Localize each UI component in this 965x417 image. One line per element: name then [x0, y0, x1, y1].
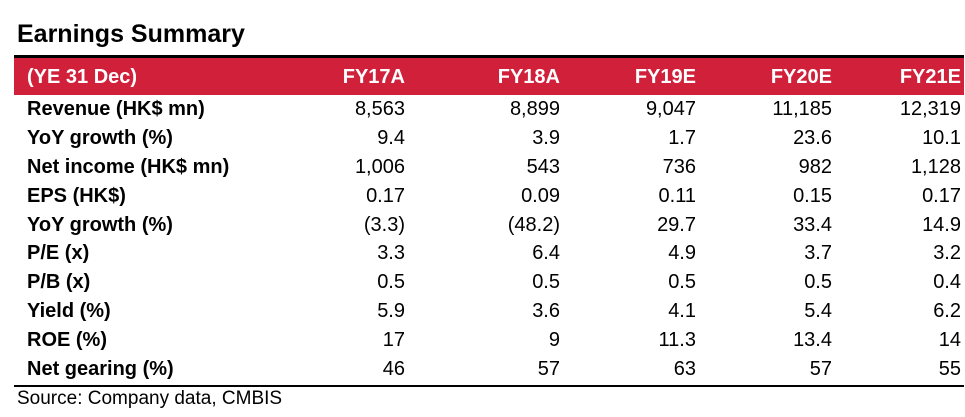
table-cell: 736 — [662, 155, 696, 178]
table-cell: 0.5 — [377, 271, 405, 294]
table-cell: (48.2) — [507, 213, 560, 236]
row-label: Yield (%) — [27, 299, 111, 322]
table-row: ROE (%) 17 9 11.3 13.4 14 — [14, 325, 964, 354]
table-cell: 5.4 — [804, 299, 832, 322]
column-header-fy17a: FY17A — [342, 65, 405, 88]
table-row: Net gearing (%) 46 57 63 57 55 — [14, 354, 964, 383]
column-header-fy21e: FY21E — [899, 65, 961, 88]
table-row: YoY growth (%) (3.3) (48.2) 29.7 33.4 14… — [14, 210, 964, 239]
column-header-fy18a: FY18A — [497, 65, 560, 88]
title-divider — [14, 55, 964, 58]
table-cell: 3.2 — [933, 242, 961, 265]
table-cell: 1,128 — [910, 155, 961, 178]
row-label: Net income (HK$ mn) — [27, 155, 230, 178]
table-cell: 10.1 — [922, 127, 961, 150]
table-cell: 3.9 — [532, 127, 560, 150]
table-header-row: (YE 31 Dec) FY17A FY18A FY19E FY20E FY21… — [14, 58, 964, 95]
table-cell: 14.9 — [922, 213, 961, 236]
table-cell: 1.7 — [668, 127, 696, 150]
earnings-summary-table: (YE 31 Dec) FY17A FY18A FY19E FY20E FY21… — [14, 58, 964, 383]
table-row: P/E (x) 3.3 6.4 4.9 3.7 3.2 — [14, 239, 964, 268]
table-cell: 5.9 — [377, 299, 405, 322]
source-note: Source: Company data, CMBIS — [17, 388, 283, 409]
table-cell: 0.17 — [366, 184, 405, 207]
table-row: Revenue (HK$ mn) 8,563 8,899 9,047 11,18… — [14, 95, 964, 124]
table-row: P/B (x) 0.5 0.5 0.5 0.5 0.4 — [14, 268, 964, 297]
row-label: EPS (HK$) — [27, 184, 126, 207]
table-title: Earnings Summary — [17, 20, 245, 48]
table-cell: 6.4 — [532, 242, 560, 265]
table-bottom-divider — [14, 385, 964, 387]
table-cell: 14 — [938, 328, 961, 351]
table-cell: 8,563 — [354, 98, 405, 121]
table-cell: 8,899 — [509, 98, 560, 121]
header-label: (YE 31 Dec) — [27, 65, 138, 88]
table-cell: 57 — [537, 357, 560, 380]
table-cell: 6.2 — [933, 299, 961, 322]
table-cell: 9.4 — [377, 127, 405, 150]
row-label: P/B (x) — [27, 271, 91, 294]
table-cell: 3.6 — [532, 299, 560, 322]
row-label: P/E (x) — [27, 242, 90, 265]
table-cell: 0.4 — [933, 271, 961, 294]
column-header-fy20e: FY20E — [770, 65, 832, 88]
table-row: YoY growth (%) 9.4 3.9 1.7 23.6 10.1 — [14, 124, 964, 153]
table-cell: 29.7 — [657, 213, 696, 236]
column-header-fy19e: FY19E — [634, 65, 696, 88]
table-cell: 0.5 — [532, 271, 560, 294]
table-cell: 982 — [798, 155, 832, 178]
table-cell: 0.15 — [793, 184, 832, 207]
row-label: Revenue (HK$ mn) — [27, 98, 205, 121]
table-row: Yield (%) 5.9 3.6 4.1 5.4 6.2 — [14, 297, 964, 326]
table-cell: 0.09 — [521, 184, 560, 207]
table-cell: 0.5 — [804, 271, 832, 294]
row-label: Net gearing (%) — [27, 357, 174, 380]
table-cell: 11,185 — [772, 98, 832, 121]
table-cell: 9,047 — [645, 98, 696, 121]
table-cell: 0.11 — [658, 184, 696, 207]
table-cell: 4.1 — [668, 299, 696, 322]
table-cell: 3.7 — [804, 242, 832, 265]
row-label: YoY growth (%) — [27, 127, 173, 150]
table-cell: 17 — [382, 328, 405, 351]
table-cell: 1,006 — [354, 155, 405, 178]
table-cell: 33.4 — [793, 213, 832, 236]
row-label: ROE (%) — [27, 328, 107, 351]
row-label: YoY growth (%) — [27, 213, 173, 236]
table-cell: 63 — [673, 357, 696, 380]
table-cell: 543 — [526, 155, 560, 178]
table-cell: 55 — [938, 357, 961, 380]
table-cell: 46 — [382, 357, 405, 380]
table-cell: 4.9 — [668, 242, 696, 265]
table-cell: 3.3 — [377, 242, 405, 265]
table-cell: 13.4 — [793, 328, 832, 351]
table-cell: 11.3 — [658, 328, 696, 351]
table-cell: 57 — [809, 357, 832, 380]
table-cell: 0.5 — [668, 271, 696, 294]
table-cell: 9 — [548, 328, 560, 351]
table-row: Net income (HK$ mn) 1,006 543 736 982 1,… — [14, 153, 964, 182]
table-cell: 23.6 — [793, 127, 832, 150]
table-cell: 12,319 — [899, 98, 961, 121]
table-cell: (3.3) — [363, 213, 405, 236]
table-cell: 0.17 — [922, 184, 961, 207]
table-row: EPS (HK$) 0.17 0.09 0.11 0.15 0.17 — [14, 181, 964, 210]
